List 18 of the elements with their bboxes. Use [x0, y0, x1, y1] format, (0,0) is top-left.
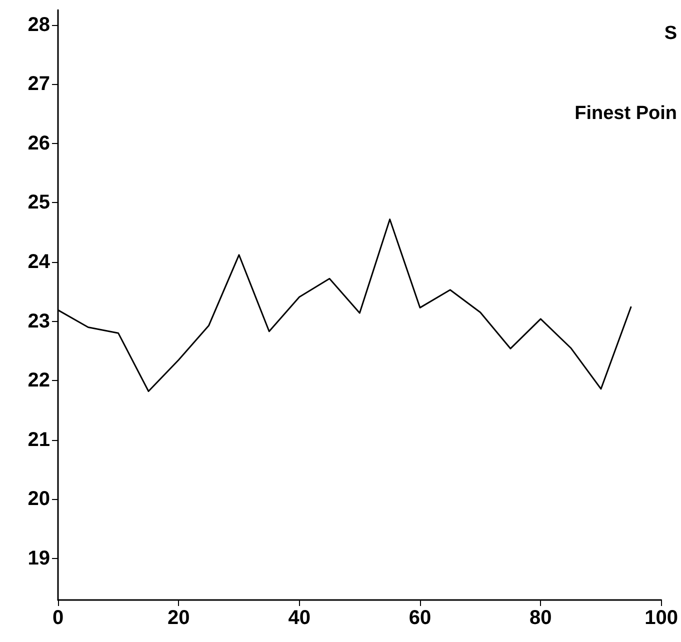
- y-tick-label: 24: [28, 251, 51, 274]
- x-tick-label: 0: [52, 607, 64, 629]
- y-tick-label: 25: [28, 192, 50, 214]
- x-tick-label: 40: [288, 607, 310, 629]
- y-tick-label: 28: [28, 14, 50, 36]
- x-tick-label: 20: [168, 607, 190, 629]
- x-tick-label: 60: [408, 607, 432, 629]
- y-tick-label: 27: [28, 73, 50, 96]
- text: S: [664, 23, 678, 44]
- y-tick-label: 19: [28, 547, 50, 570]
- y-tick-label: 23: [28, 310, 50, 332]
- y-tick-label: 21: [28, 428, 50, 451]
- y-tick-label: 22: [28, 370, 50, 392]
- y-tick-label: 20: [28, 488, 50, 510]
- x-tick-label: 100: [644, 607, 678, 629]
- annotation: Finest Poin: [574, 103, 678, 124]
- y-tick-label: 26: [28, 132, 50, 154]
- x-tick-label: 80: [530, 607, 552, 629]
